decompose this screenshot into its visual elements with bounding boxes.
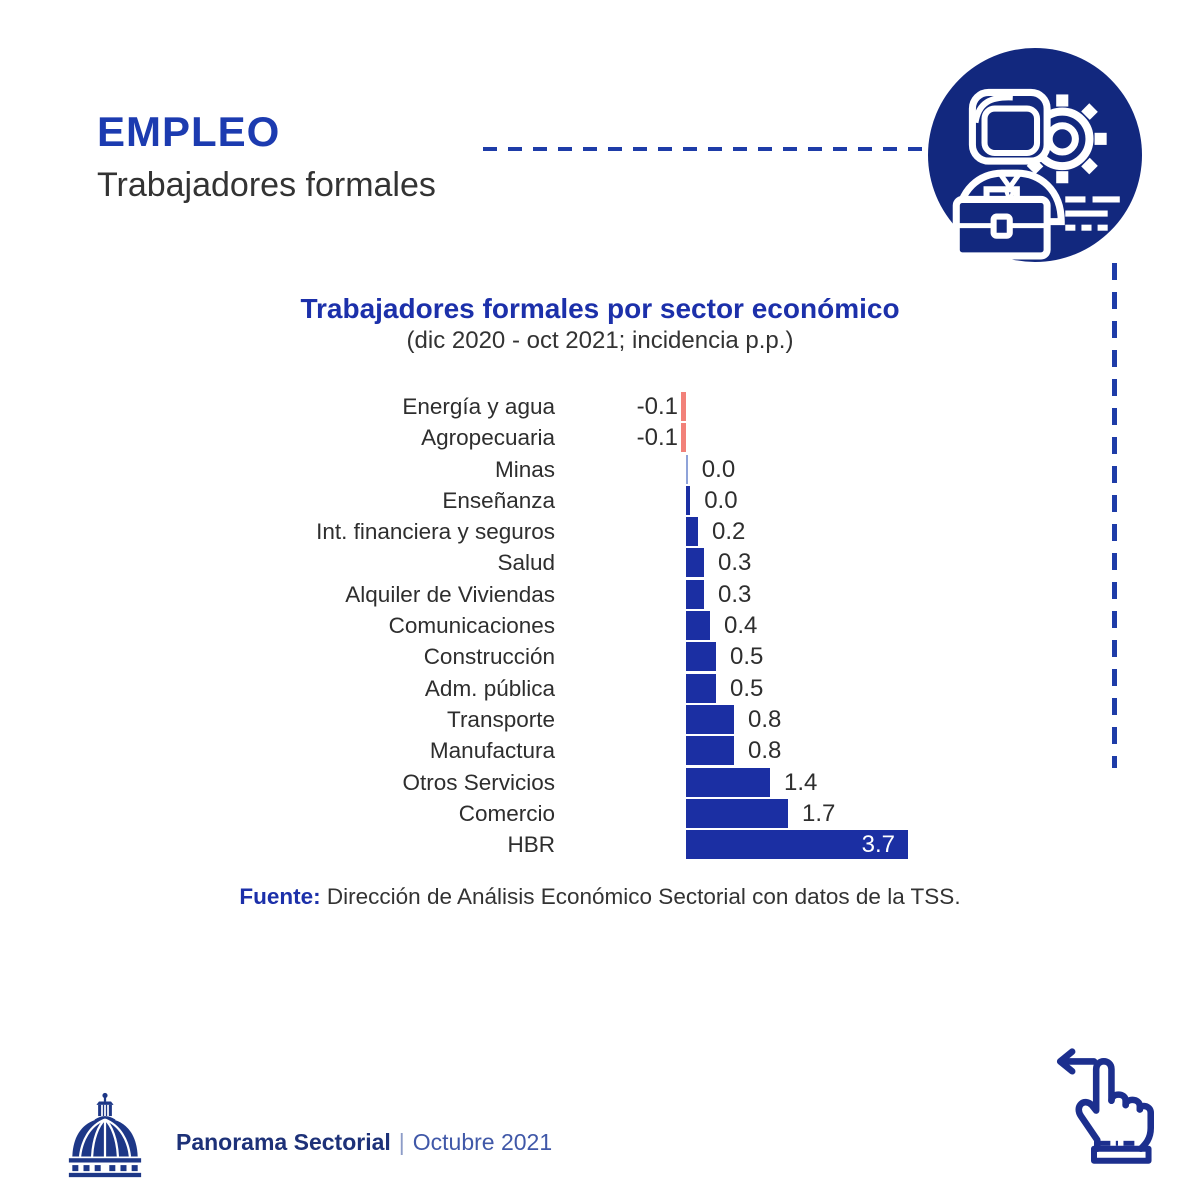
chart-row: Transporte 0.8 (0, 704, 1200, 735)
value-label: 0.2 (712, 518, 746, 546)
category-label: Comercio (458, 800, 555, 826)
value-label: 0.3 (718, 549, 752, 577)
source-label: Fuente: (239, 884, 321, 909)
footer-separator: | (398, 1129, 405, 1155)
bar (686, 736, 734, 766)
category-label: Comunicaciones (388, 613, 555, 639)
source-text: Dirección de Análisis Económico Sectoria… (320, 884, 961, 909)
bar (686, 579, 704, 609)
chart-row: Otros Servicios 1.4 (0, 767, 1200, 798)
category-label: Int. financiera y seguros (316, 519, 555, 545)
value-label: 1.4 (784, 768, 818, 796)
bar (686, 830, 908, 860)
category-label: Manufactura (429, 738, 555, 764)
chart-row: Energía y agua -0.1 (0, 391, 1200, 422)
value-label: 0.8 (748, 705, 782, 733)
bar (686, 454, 688, 484)
chart-title: Trabajadores formales por sector económi… (300, 293, 900, 324)
category-label: Construcción (423, 644, 555, 670)
bar (686, 517, 698, 547)
footer-issue: Octubre 2021 (412, 1129, 553, 1155)
chart-row: Comercio 1.7 (0, 798, 1200, 829)
bar (686, 673, 716, 703)
category-label: Salud (497, 550, 555, 576)
category-label: Agropecuaria (421, 425, 555, 451)
national-palace-dome-icon (62, 1091, 148, 1184)
chart-row: Enseñanza 0.0 (0, 485, 1200, 516)
bar (686, 798, 788, 828)
value-label: 1.7 (802, 799, 836, 827)
category-label: Energía y agua (402, 394, 555, 419)
horizontal-dashed-connector (483, 147, 925, 151)
chart-row: HBR 3.7 (0, 829, 1200, 860)
bar-chart: Energía y agua -0.1 Agropecuaria -0.1 Minas 0… (0, 391, 1200, 860)
chart-row: Adm. pública 0.5 (0, 673, 1200, 704)
category-label: HBR (507, 832, 555, 858)
chart-subtitle: (dic 2020 - oct 2021; incidencia p.p.) (406, 327, 794, 354)
bar (686, 704, 734, 734)
value-label: 0.3 (718, 580, 752, 608)
category-label: Alquiler de Viviendas (345, 581, 555, 607)
footer-brand: Panorama Sectorial (176, 1129, 391, 1155)
bar (686, 611, 710, 641)
category-label: Transporte (447, 706, 555, 732)
chart-row: Int. financiera y seguros 0.2 (0, 516, 1200, 547)
bar (686, 642, 716, 672)
source-note: Fuente: Dirección de Análisis Económico … (0, 884, 1200, 910)
bar (686, 548, 704, 578)
value-label: 0.0 (701, 455, 736, 483)
value-label: 0.8 (748, 737, 782, 765)
chart-row: Manufactura 0.8 (0, 735, 1200, 766)
value-label: -0.1 (636, 424, 678, 452)
page-title: EMPLEO (97, 108, 281, 155)
category-label: Enseñanza (442, 487, 555, 513)
value-label: -0.1 (636, 393, 678, 420)
swipe-left-hand-icon[interactable] (1046, 1044, 1166, 1169)
bar (680, 392, 686, 421)
bar (680, 423, 686, 453)
bar (686, 485, 691, 515)
category-label: Minas (494, 456, 555, 482)
value-label: 0.5 (730, 643, 764, 671)
value-label: 3.7 (861, 831, 895, 859)
chart-row: Salud 0.3 (0, 547, 1200, 578)
employment-badge (928, 48, 1142, 262)
chart-row: Agropecuaria -0.1 (0, 422, 1200, 453)
category-label: Adm. pública (424, 675, 555, 701)
bar (686, 767, 770, 797)
value-label: 0.5 (730, 674, 764, 702)
chart-row: Comunicaciones 0.4 (0, 610, 1200, 641)
value-label: 0.0 (704, 486, 738, 514)
chart-row: Construcción 0.5 (0, 641, 1200, 672)
footer-text: Panorama Sectorial | Octubre 2021 (176, 1129, 552, 1156)
page-subtitle: Trabajadores formales (97, 166, 436, 204)
chart-row: Alquiler de Viviendas 0.3 (0, 579, 1200, 610)
category-label: Otros Servicios (402, 769, 555, 795)
chart-row: Minas 0.0 (0, 454, 1200, 485)
value-label: 0.4 (724, 612, 758, 640)
vertical-dashed-connector (1112, 263, 1117, 768)
